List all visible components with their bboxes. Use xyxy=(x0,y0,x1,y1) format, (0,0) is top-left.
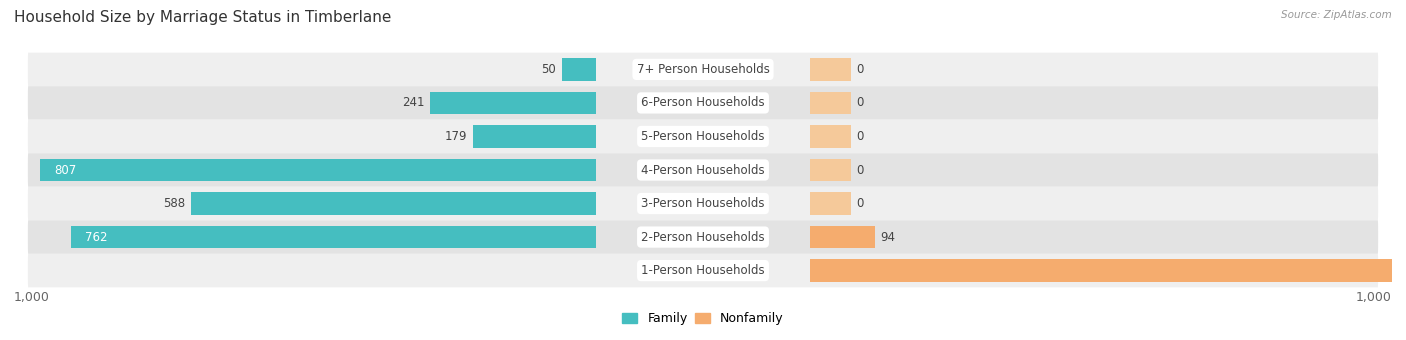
Bar xyxy=(191,192,596,215)
Bar xyxy=(810,125,851,148)
Bar xyxy=(472,125,596,148)
Text: 0: 0 xyxy=(856,63,865,76)
Text: 179: 179 xyxy=(444,130,467,143)
Bar xyxy=(72,226,596,249)
Text: 1,000: 1,000 xyxy=(14,291,51,304)
FancyBboxPatch shape xyxy=(28,220,1378,254)
Text: 807: 807 xyxy=(53,164,76,176)
Bar xyxy=(810,158,851,182)
Text: 1-Person Households: 1-Person Households xyxy=(641,264,765,277)
Bar xyxy=(810,259,1406,282)
Text: Source: ZipAtlas.com: Source: ZipAtlas.com xyxy=(1281,10,1392,20)
Bar xyxy=(810,91,851,114)
FancyBboxPatch shape xyxy=(28,53,1378,86)
Text: 5-Person Households: 5-Person Households xyxy=(641,130,765,143)
FancyBboxPatch shape xyxy=(28,254,1378,287)
FancyBboxPatch shape xyxy=(28,187,1378,220)
Text: 0: 0 xyxy=(856,97,865,109)
Bar xyxy=(430,91,596,114)
Text: 1,000: 1,000 xyxy=(1355,291,1392,304)
Text: 94: 94 xyxy=(880,231,896,243)
Text: 241: 241 xyxy=(402,97,425,109)
Text: Household Size by Marriage Status in Timberlane: Household Size by Marriage Status in Tim… xyxy=(14,10,391,25)
Bar xyxy=(810,58,851,81)
Text: 762: 762 xyxy=(84,231,107,243)
Bar xyxy=(810,192,851,215)
Bar xyxy=(562,58,596,81)
FancyBboxPatch shape xyxy=(28,153,1378,187)
Text: 588: 588 xyxy=(163,197,186,210)
Text: 50: 50 xyxy=(541,63,557,76)
Legend: Family, Nonfamily: Family, Nonfamily xyxy=(617,307,789,330)
Text: 0: 0 xyxy=(856,130,865,143)
Text: 0: 0 xyxy=(856,164,865,176)
FancyBboxPatch shape xyxy=(28,120,1378,153)
Text: 3-Person Households: 3-Person Households xyxy=(641,197,765,210)
Bar xyxy=(41,158,596,182)
Text: 0: 0 xyxy=(856,197,865,210)
Text: 7+ Person Households: 7+ Person Households xyxy=(637,63,769,76)
Text: 4-Person Households: 4-Person Households xyxy=(641,164,765,176)
Text: 6-Person Households: 6-Person Households xyxy=(641,97,765,109)
Text: 2-Person Households: 2-Person Households xyxy=(641,231,765,243)
Bar xyxy=(810,226,875,249)
FancyBboxPatch shape xyxy=(28,86,1378,120)
